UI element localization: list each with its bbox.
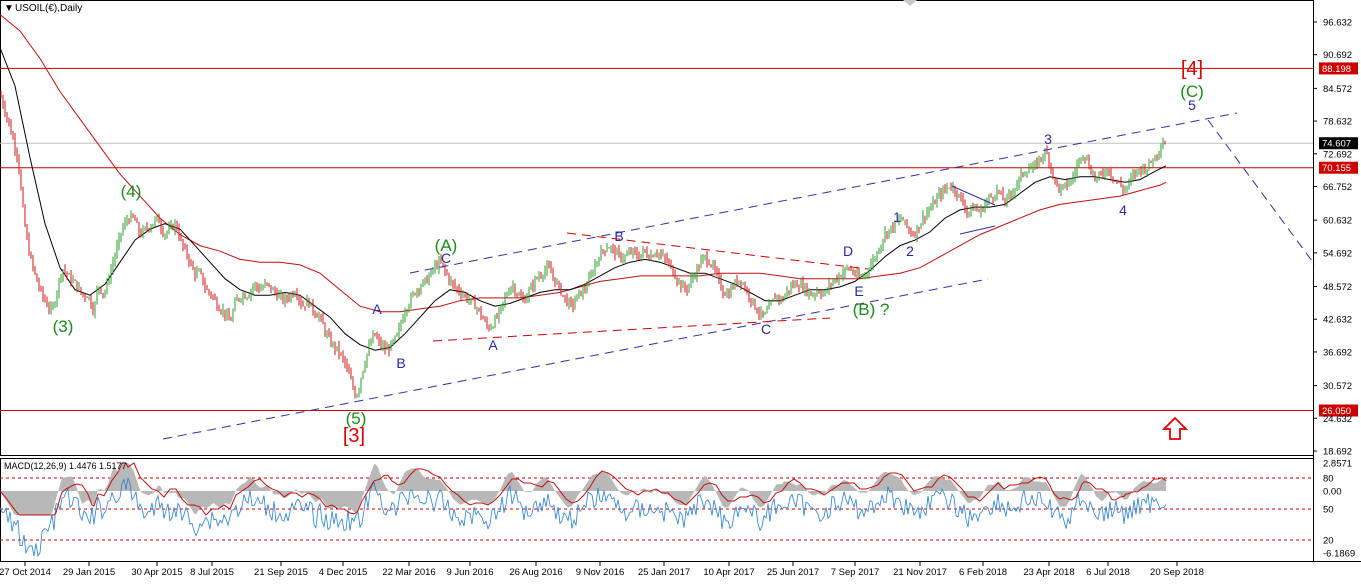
wave-label: (C) bbox=[1180, 82, 1204, 101]
wave-label: [4] bbox=[1181, 58, 1203, 80]
macd-histogram: 2.8571 80 0.00 50 20 -6.1869 bbox=[0, 459, 1355, 560]
trend-drawings[interactable] bbox=[162, 112, 1316, 440]
wave-label: 5 bbox=[1188, 97, 1196, 113]
macd-tick-label: 80 bbox=[1323, 474, 1334, 485]
price-tick-label: 30.572 bbox=[1323, 381, 1352, 392]
price-tick-label: 96.632 bbox=[1323, 18, 1352, 29]
lower-channel-line bbox=[162, 278, 989, 440]
level-price-tag bbox=[1319, 62, 1358, 75]
time-tick-label: 4 Dec 2015 bbox=[319, 567, 368, 578]
wave-labels: (3) (4) (5)[3] (A) (B) ? (C) [4] A B C A B C D E 1 2 3 4 5 bbox=[53, 58, 1204, 447]
wave-label: B bbox=[614, 228, 623, 244]
symbol-label: USOIL(€),Daily bbox=[15, 3, 82, 14]
time-tick-label: 26 Aug 2016 bbox=[509, 567, 562, 578]
wave-label: C bbox=[761, 321, 771, 337]
indicator-lines bbox=[0, 14, 1167, 351]
time-tick-label: 9 Jun 2016 bbox=[446, 567, 493, 578]
wave-label: 2 bbox=[906, 243, 914, 259]
time-tick-label: 21 Nov 2017 bbox=[893, 567, 947, 578]
price-tick-label: 84.572 bbox=[1323, 84, 1352, 95]
price-tick-label: 72.692 bbox=[1323, 149, 1352, 160]
time-tick-label: 22 Mar 2016 bbox=[382, 567, 435, 578]
level-price-tag-label: 70.155 bbox=[1322, 163, 1351, 174]
ma-fast-line bbox=[0, 47, 1167, 351]
price-tick-label: 24.632 bbox=[1323, 414, 1352, 425]
wave-label: C bbox=[441, 250, 451, 266]
price-candles bbox=[0, 90, 1166, 399]
time-tick-label: 7 Sep 2017 bbox=[831, 567, 880, 578]
time-tick-label: 25 Jun 2017 bbox=[767, 567, 819, 578]
menu-arrow-icon[interactable]: ▼ bbox=[4, 3, 14, 14]
time-tick-label: 8 Jul 2015 bbox=[190, 567, 234, 578]
price-tick-label: 18.692 bbox=[1323, 447, 1352, 458]
wave-label: B bbox=[396, 355, 405, 371]
time-tick-label: 10 Apr 2017 bbox=[703, 567, 754, 578]
macd-tick-label: -6.1869 bbox=[1323, 549, 1355, 560]
price-tick-label: 90.692 bbox=[1323, 50, 1352, 61]
price-axis: 96.632 90.692 84.572 78.632 72.692 66.752 60.6… bbox=[1313, 18, 1352, 458]
level-price-tag bbox=[1319, 161, 1358, 174]
wave-label: 4 bbox=[1119, 202, 1127, 218]
horizontal-levels: 88.198 70.155 26.050 74.607 bbox=[0, 62, 1358, 417]
time-tick-label: 9 Nov 2016 bbox=[576, 567, 625, 578]
wave-label: E bbox=[854, 283, 863, 299]
time-tick-label: 21 Sep 2015 bbox=[254, 567, 308, 578]
wave-label: (4) bbox=[121, 182, 142, 201]
ma-slow-line bbox=[0, 14, 1167, 313]
price-tick-label: 36.692 bbox=[1323, 347, 1352, 358]
wave-label: D bbox=[843, 243, 853, 259]
time-tick-label: 25 Jan 2017 bbox=[638, 567, 690, 578]
time-tick-label: 6 Jul 2018 bbox=[1086, 567, 1130, 578]
wave-label: A bbox=[372, 301, 382, 317]
price-tick-label: 54.692 bbox=[1323, 248, 1352, 259]
wave-label: A bbox=[488, 337, 498, 353]
time-tick-label: 30 Apr 2015 bbox=[131, 567, 182, 578]
wave-label: (5) bbox=[346, 409, 367, 428]
price-tick-label: 78.632 bbox=[1323, 117, 1352, 128]
macd-signal-line bbox=[0, 462, 1167, 516]
time-tick-label: 20 Sep 2018 bbox=[1150, 567, 1204, 578]
time-axis: 27 Oct 2014 29 Jan 2015 30 Apr 2015 8 Jul 2… bbox=[0, 562, 1204, 578]
time-tick-label: 6 Feb 2018 bbox=[959, 567, 1007, 578]
macd-tick-label: 50 bbox=[1323, 505, 1334, 516]
price-tick-label: 60.632 bbox=[1323, 216, 1352, 227]
macd-tick-label: 20 bbox=[1323, 536, 1334, 547]
level-price-tag-label: 74.607 bbox=[1322, 139, 1351, 150]
time-tick-label: 29 Jan 2015 bbox=[63, 567, 115, 578]
macd-title: MACD(12,26,9) 1.4476 1.5177 bbox=[4, 461, 127, 471]
upper-channel-line bbox=[409, 112, 1238, 274]
wave-label: 3 bbox=[1044, 131, 1052, 147]
triangle-lower-line bbox=[432, 317, 831, 342]
macd-histogram-area bbox=[0, 463, 1166, 515]
chart-shift-icon[interactable] bbox=[903, 0, 917, 6]
wave-label: (B) ? bbox=[853, 300, 890, 319]
wave-label: (A) bbox=[435, 236, 458, 255]
macd-tick-label: 2.8571 bbox=[1323, 459, 1352, 470]
level-price-tag bbox=[1319, 404, 1358, 417]
wave-label: [3] bbox=[343, 425, 365, 447]
time-tick-label: 27 Oct 2014 bbox=[0, 567, 51, 578]
level-price-tag-label: 88.198 bbox=[1322, 64, 1351, 75]
price-tick-label: 66.752 bbox=[1323, 182, 1352, 193]
projection-line bbox=[1207, 119, 1316, 266]
time-tick-label: 23 Apr 2018 bbox=[1023, 567, 1074, 578]
stochastic-line bbox=[0, 477, 1167, 558]
wave-label: (3) bbox=[53, 317, 74, 336]
wave-label: 1 bbox=[893, 209, 901, 225]
price-tick-label: 42.632 bbox=[1323, 315, 1352, 326]
level-price-tag bbox=[1319, 137, 1358, 150]
macd-tick-label: 0.00 bbox=[1323, 487, 1342, 498]
wave4-upper-line bbox=[951, 185, 996, 206]
up-arrow-icon bbox=[1161, 416, 1189, 440]
price-tick-label: 48.572 bbox=[1323, 282, 1352, 293]
wave4-lower-line bbox=[959, 225, 996, 235]
triangle-upper-line bbox=[566, 232, 869, 270]
level-price-tag-label: 26.050 bbox=[1322, 406, 1351, 417]
